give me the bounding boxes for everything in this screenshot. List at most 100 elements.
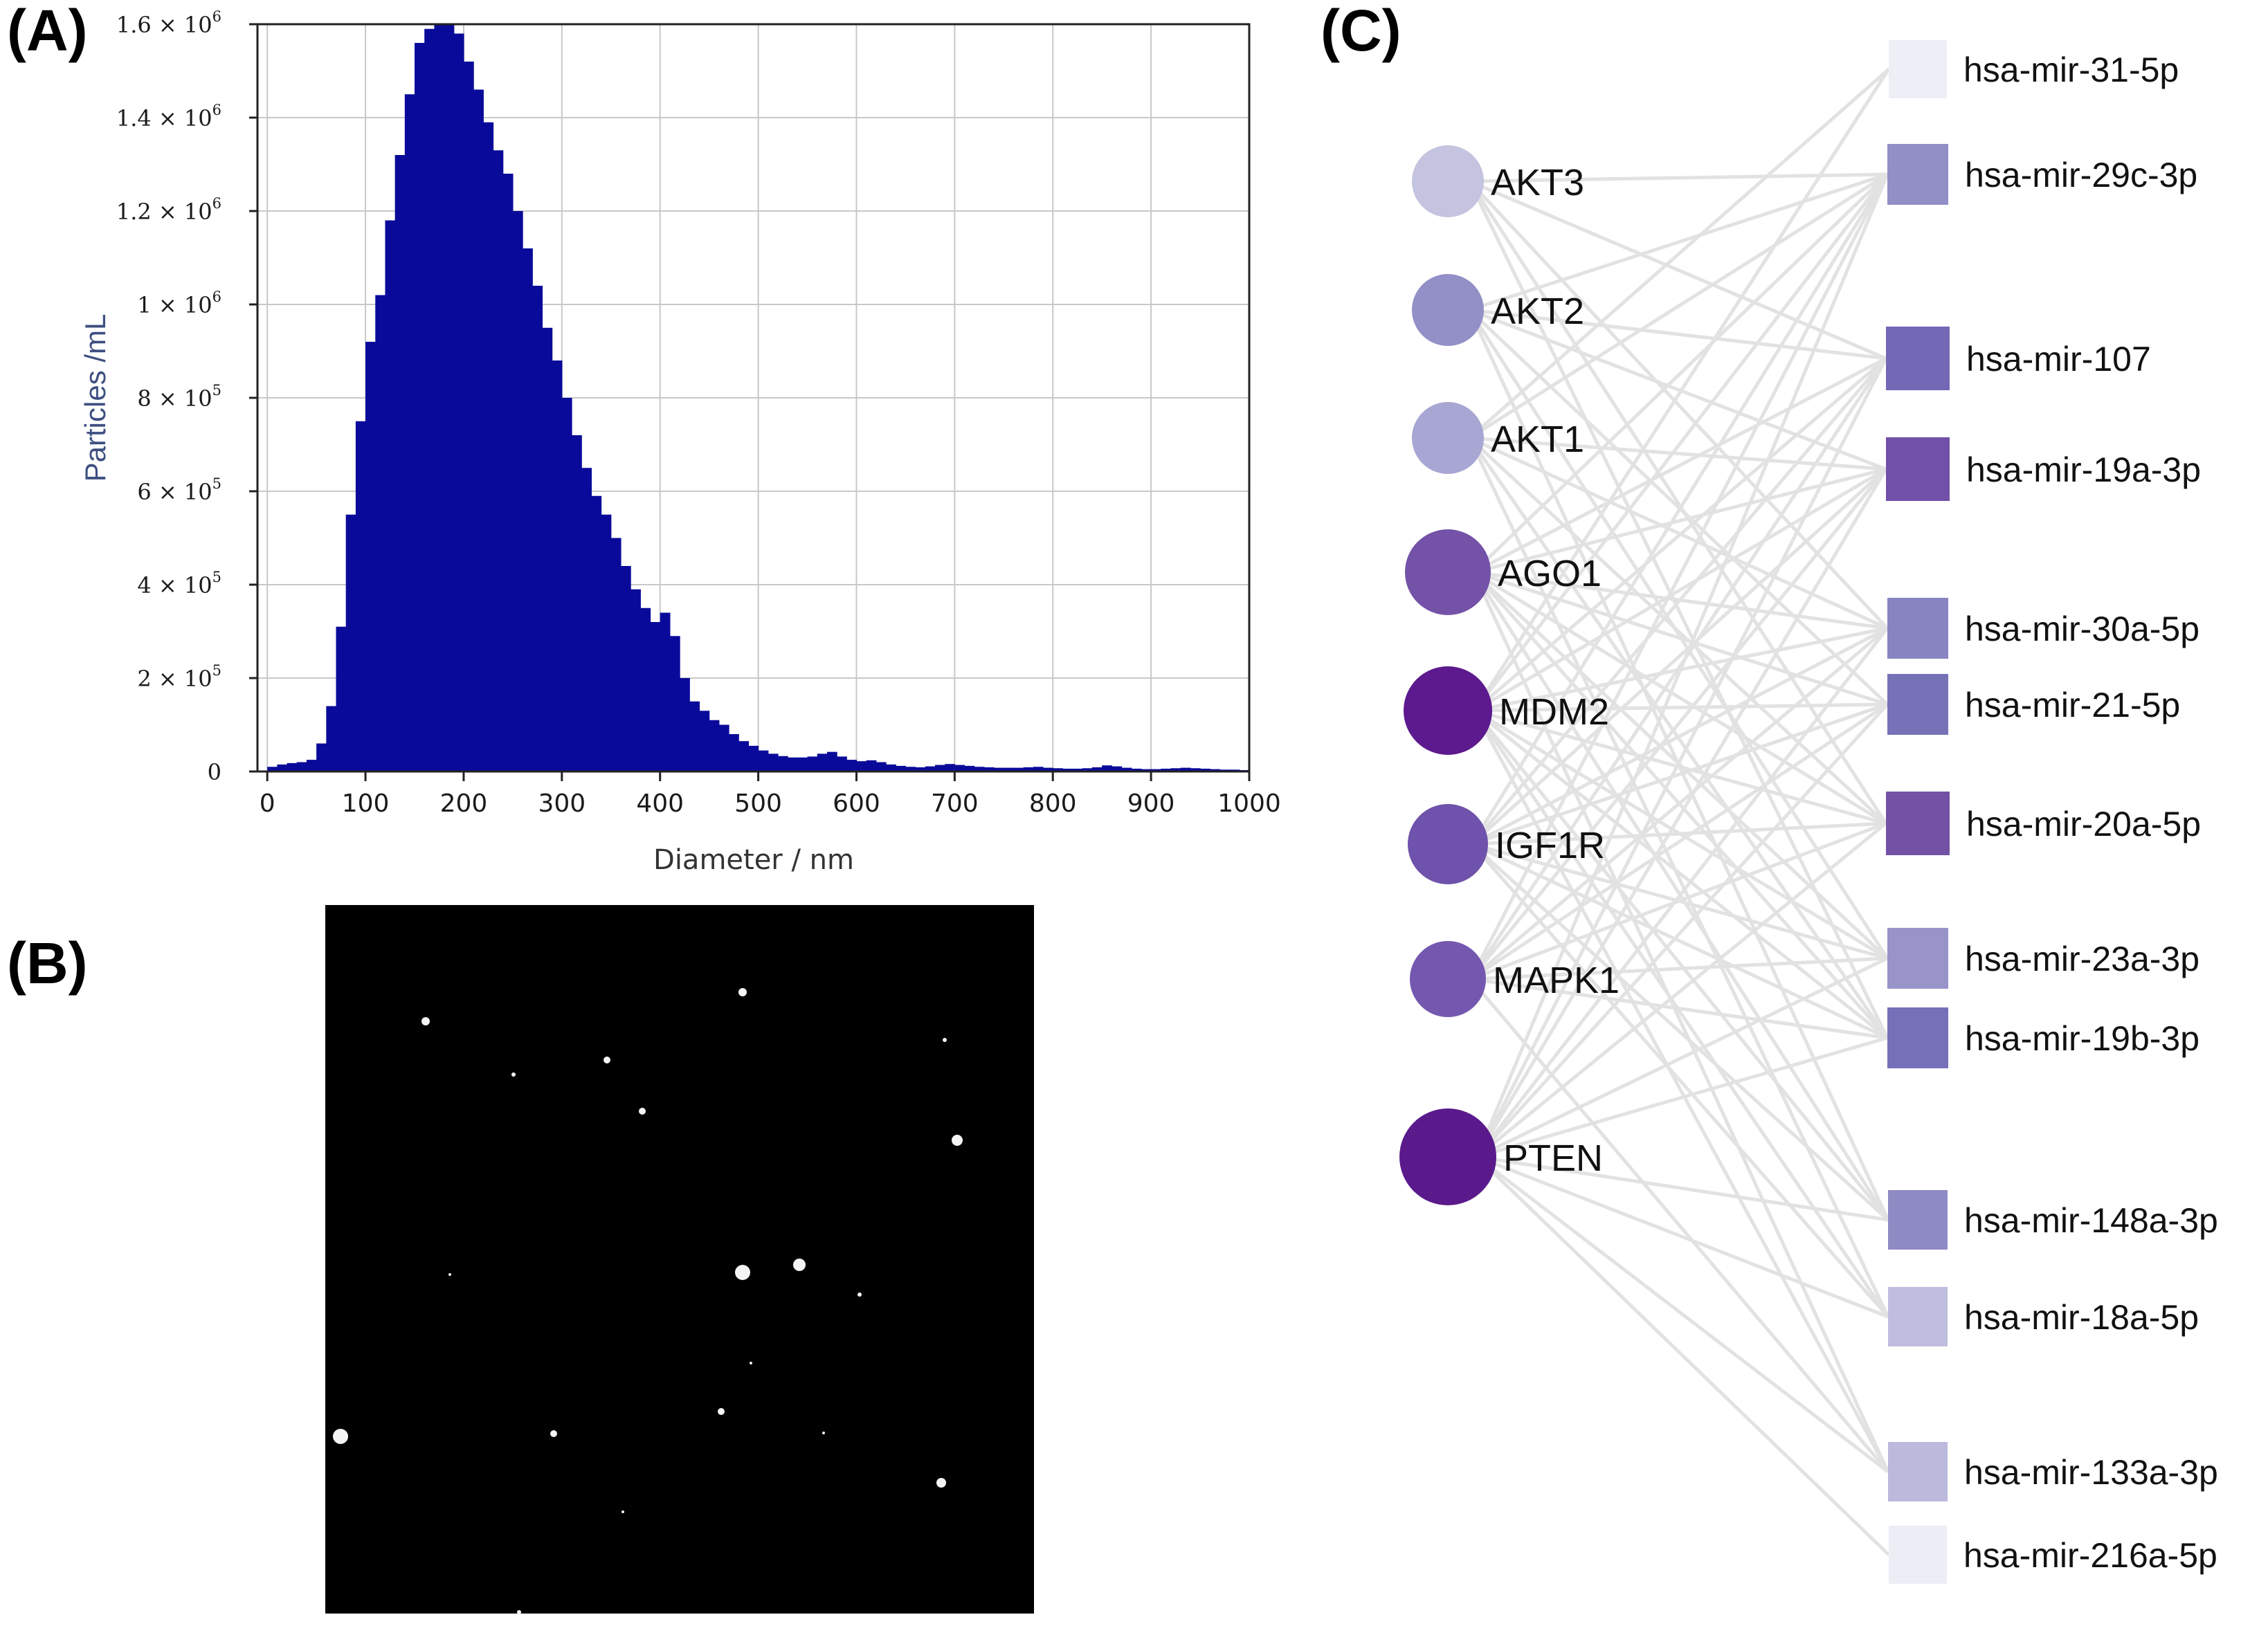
histogram-bar: [1102, 765, 1112, 771]
mirna-node-label: hsa-mir-21-5p: [1965, 686, 2180, 724]
y-tick-label: 0: [208, 759, 221, 785]
histogram-bar: [1062, 768, 1073, 771]
histogram-bar: [1121, 767, 1132, 771]
gene-node-label: AKT3: [1491, 162, 1584, 203]
histogram-bar: [1180, 767, 1191, 771]
mirna-node-label: hsa-mir-31-5p: [1963, 51, 2179, 89]
histogram-bar: [591, 495, 602, 771]
network-edge: [1473, 173, 1889, 712]
network-edge: [1476, 1155, 1889, 1222]
network-edge: [1469, 357, 1888, 980]
particle-spot: [639, 1108, 646, 1115]
gene-mirna-network: AKT3 AKT2 AKT1 AGO1 MDM2 IGF1R MAPK1 PTEN hsa-m…: [1399, 40, 2218, 1584]
mirna-node: [1886, 792, 1950, 855]
histogram-bar: [1043, 767, 1053, 771]
histogram-bar: [797, 757, 808, 771]
y-tick-label: 6 × 105: [137, 475, 221, 505]
network-edge: [1476, 1036, 1888, 1159]
x-tick-label: 900: [1127, 789, 1175, 818]
histogram-bar: [1072, 768, 1083, 771]
histogram-bar: [601, 514, 612, 771]
histogram-bar: [680, 678, 690, 771]
network-edge: [1469, 978, 1889, 1473]
histogram-bar: [502, 174, 514, 771]
network-edge: [1469, 179, 1887, 360]
histogram-bar: [945, 764, 955, 771]
network-edge: [1469, 627, 1889, 980]
histogram-bar: [306, 760, 317, 771]
mirna-node: [1888, 1287, 1948, 1346]
histogram-bar: [473, 89, 484, 771]
network-edge: [1476, 956, 1889, 1159]
histogram-bar: [758, 750, 769, 771]
x-tick-label: 300: [538, 789, 586, 818]
histogram-bar: [807, 756, 818, 771]
mirna-node: [1886, 327, 1950, 390]
histogram-bar: [453, 33, 464, 771]
network-edge: [1475, 468, 1888, 1158]
particle-spot: [333, 1429, 348, 1444]
particle-spot: [517, 1610, 521, 1614]
histogram-bar: [788, 757, 798, 771]
network-edge: [1470, 956, 1888, 981]
mirna-node: [1887, 674, 1948, 735]
particle-spot: [735, 1265, 750, 1280]
mirna-node: [1889, 40, 1947, 98]
histogram-bar: [1170, 768, 1181, 771]
x-tick-label: 800: [1029, 789, 1077, 818]
histogram-bar: [444, 24, 455, 771]
panel-label-b: (B): [7, 931, 88, 996]
network-edge: [1469, 173, 1889, 980]
network-edge: [1473, 570, 1888, 706]
histogram-bar: [394, 155, 406, 771]
particle-spot: [750, 1362, 752, 1364]
histogram-bar: [837, 756, 847, 771]
histogram-bar: [345, 514, 356, 771]
network-edge: [1468, 68, 1890, 439]
network-edge: [1472, 173, 1889, 574]
mirna-node-label: hsa-mir-30a-5p: [1965, 610, 2199, 648]
histogram-bar: [296, 762, 307, 771]
particle-spots: [333, 988, 963, 1614]
histogram-bar: [542, 327, 553, 771]
histogram-bar: [277, 764, 288, 771]
particle-spot: [738, 988, 747, 996]
network-edge: [1476, 703, 1889, 1158]
network-edge: [1467, 437, 1890, 1318]
particle-spot: [936, 1478, 946, 1488]
histogram-bar: [1004, 767, 1015, 771]
panel-label-a: (A): [7, 0, 88, 63]
particle-spot: [550, 1430, 557, 1437]
gene-node-label: AGO1: [1498, 553, 1602, 594]
histogram-bar: [483, 122, 494, 771]
histogram-bar: [365, 342, 376, 771]
size-distribution-chart: 0 100 200 300 400 500 600 700 800 900 1000 0 2 × 10…: [79, 8, 1281, 876]
histogram-bar: [866, 760, 877, 771]
histogram-bar: [434, 24, 445, 771]
network-edge: [1476, 1155, 1890, 1556]
network-edge: [1473, 356, 1887, 574]
histogram-bar: [856, 761, 867, 771]
gene-nodes: AKT3 AKT2 AKT1 AGO1 MDM2 IGF1R MAPK1 PTEN: [1399, 145, 1620, 1205]
particle-spot: [793, 1259, 806, 1271]
panel-label-c: (C): [1321, 0, 1401, 63]
histogram-bar: [287, 762, 298, 771]
histogram-bar: [463, 62, 474, 771]
gene-node-akt3: [1412, 145, 1484, 217]
x-tick-labels: 0 100 200 300 400 500 600 700 800 900 1000: [260, 771, 1281, 818]
network-edge: [1469, 308, 1887, 360]
histogram-bar: [267, 767, 278, 771]
x-tick-label: 700: [931, 789, 979, 818]
histogram-bar: [581, 468, 592, 771]
network-edge: [1473, 68, 1891, 712]
network-edge: [1476, 1155, 1889, 1319]
histogram-bar: [934, 765, 945, 771]
histogram-bar: [925, 766, 936, 771]
histogram-bar: [640, 608, 651, 771]
x-tick-label: 100: [342, 789, 390, 818]
histogram-bar: [660, 612, 671, 771]
network-edge: [1469, 308, 1887, 471]
mirna-node: [1886, 437, 1950, 501]
micrograph-background: [325, 905, 1034, 1614]
network-edge: [1471, 468, 1887, 846]
